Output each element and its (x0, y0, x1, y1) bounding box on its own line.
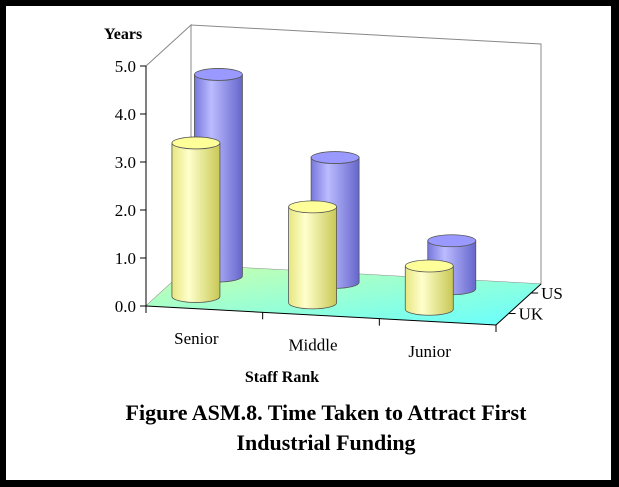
y-tick-label: 3.0 (115, 153, 136, 172)
figure-caption: Figure ASM.8. Time Taken to Attract Firs… (6, 398, 619, 458)
x-axis-line (145, 305, 497, 326)
bar (288, 200, 338, 310)
caption-line-1: Figure ASM.8. Time Taken to Attract Firs… (125, 400, 527, 425)
x-tick-label: Senior (174, 329, 219, 348)
y-tick-label: 1.0 (115, 249, 136, 268)
bar (404, 259, 454, 316)
depth-axis-line (495, 283, 542, 326)
figure-frame: 0.0 1.0 2.0 3.0 4.0 5.0 Years Senior Middle Junio… (6, 6, 611, 480)
bar-top (171, 136, 221, 150)
bar (171, 136, 221, 303)
chart-bars (171, 68, 477, 316)
series-label: UK (519, 305, 544, 324)
bar-top (427, 234, 477, 248)
bar-top (288, 200, 338, 214)
bar-body (171, 142, 221, 303)
y-tick-label: 4.0 (115, 105, 136, 124)
bar-top (404, 259, 454, 273)
y-tick-label: 2.0 (115, 201, 136, 220)
caption-line-2: Industrial Funding (236, 430, 416, 455)
back-wall (190, 24, 542, 285)
series-label: US (541, 284, 563, 303)
x-tick-label: Middle (288, 336, 337, 355)
x-tick-label: Junior (408, 342, 451, 361)
y-axis-title: Years (104, 26, 142, 43)
x-axis-title: Staff Rank (245, 369, 319, 386)
bar-top (194, 68, 243, 81)
y-tick-label: 5.0 (115, 57, 136, 76)
bar-body (288, 206, 337, 310)
chart: 0.0 1.0 2.0 3.0 4.0 5.0 Years Senior Middle Junio… (104, 23, 563, 386)
bar-body (404, 265, 454, 316)
bar-top (310, 151, 360, 164)
y-tick-label: 0.0 (115, 297, 136, 316)
chart-labels: 0.0 1.0 2.0 3.0 4.0 5.0 Years Senior Middle Junio… (104, 26, 563, 386)
chart-axes (140, 65, 542, 332)
